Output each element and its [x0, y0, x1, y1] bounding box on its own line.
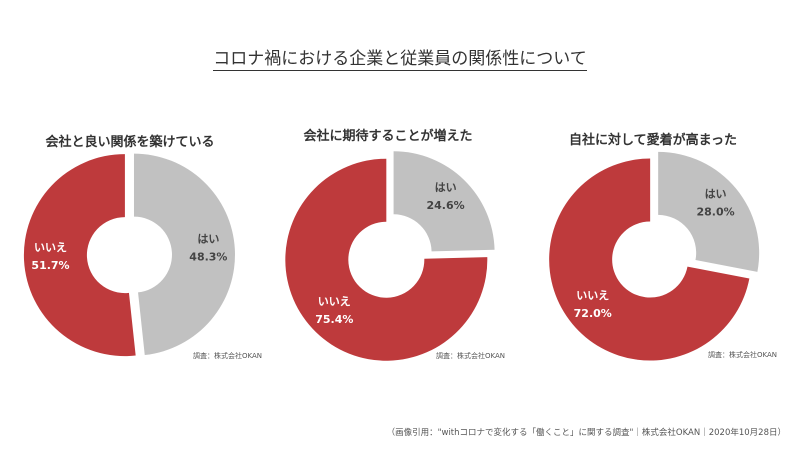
slice-2-no [285, 158, 488, 361]
slice-3-no [549, 158, 750, 361]
slice-2-yes-label: はい [435, 181, 457, 194]
slice-3-yes-value: 28.0% [696, 205, 734, 218]
chart-title-1: 会社と良い関係を築けている [45, 135, 215, 150]
slice-2-yes [393, 151, 495, 252]
slice-3-no-value: 72.0% [574, 307, 612, 320]
slice-1-yes-label: はい [197, 233, 219, 246]
slice-2-yes-value: 24.6% [427, 199, 465, 212]
citation: （画像引用："withコロナで変化する「働くこと」に関する調査"｜株式会社OKA… [386, 428, 786, 438]
slice-1-no-value: 51.7% [31, 259, 69, 272]
slice-3-no-label: いいえ [576, 289, 609, 302]
slice-1-no-label: いいえ [34, 241, 67, 254]
slice-2-no-value: 75.4% [315, 313, 353, 326]
chart-title-2: 会社に期待することが増えた [303, 129, 473, 144]
slice-3-yes-label: はい [705, 187, 727, 200]
slice-1-yes-value: 48.3% [189, 251, 227, 264]
source-1: 調査：株式会社OKAN [193, 352, 263, 360]
slice-1-yes [133, 153, 235, 356]
slice-1-no [23, 154, 136, 357]
slice-2-no-label: いいえ [318, 295, 351, 308]
source-2: 調査：株式会社OKAN [436, 352, 506, 360]
page-title: コロナ禍における企業と従業員の関係性について [213, 49, 587, 71]
chart-title-3: 自社に対して愛着が高まった [568, 133, 738, 148]
source-3: 調査：株式会社OKAN [708, 351, 778, 359]
slice-3-yes [658, 151, 760, 272]
